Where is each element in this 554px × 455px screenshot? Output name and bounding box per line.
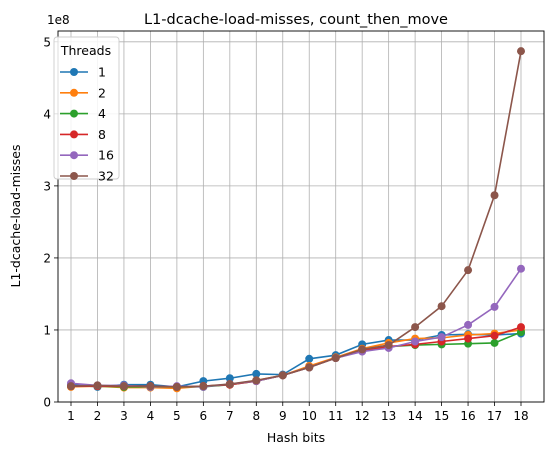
data-point xyxy=(252,369,261,378)
y-tick-label: 0 xyxy=(43,396,51,410)
data-point xyxy=(305,363,314,372)
legend-label: 32 xyxy=(98,169,114,184)
data-point xyxy=(517,47,525,56)
data-point xyxy=(305,354,314,363)
gridlines xyxy=(58,31,544,403)
data-point xyxy=(331,354,340,363)
data-point xyxy=(172,382,181,391)
x-tick-label: 14 xyxy=(407,409,422,423)
y-tick-label: 2 xyxy=(43,251,51,265)
legend: Threads 1 2 4 8 16 32 xyxy=(53,36,120,184)
x-tick-label: 11 xyxy=(328,409,343,423)
data-point xyxy=(67,382,75,391)
legend-swatch-marker xyxy=(70,172,78,180)
series-line xyxy=(70,268,522,388)
x-tick-label: 18 xyxy=(513,409,528,423)
series-line xyxy=(70,329,522,390)
data-point xyxy=(517,323,525,332)
y-tick-label: 3 xyxy=(43,179,51,193)
x-tick-label: 4 xyxy=(147,409,155,423)
series-2 xyxy=(67,325,525,393)
legend-item-8: 8 xyxy=(60,127,106,142)
legend-label: 16 xyxy=(98,148,114,163)
data-point xyxy=(464,266,473,275)
legend-label: 4 xyxy=(98,106,106,121)
data-point xyxy=(464,334,473,343)
data-point xyxy=(490,302,499,311)
data-point xyxy=(437,302,446,311)
data-point xyxy=(490,191,499,200)
series-1 xyxy=(67,329,525,391)
data-point xyxy=(225,379,234,388)
series-line xyxy=(70,51,522,388)
x-tick-label: 9 xyxy=(279,409,287,423)
data-point xyxy=(384,341,393,350)
y-tick-label: 5 xyxy=(43,35,51,49)
data-point xyxy=(437,333,446,342)
legend-item-16: 16 xyxy=(60,148,114,163)
y-multiplier-label: 1e8 xyxy=(47,13,70,27)
series-8 xyxy=(67,323,525,391)
legend-swatch-marker xyxy=(70,109,78,118)
x-tick-label: 8 xyxy=(252,409,260,423)
legend-item-32: 32 xyxy=(60,169,114,184)
series-4 xyxy=(67,328,525,391)
data-point xyxy=(358,345,367,354)
data-point xyxy=(93,381,102,390)
x-tick-label: 2 xyxy=(94,409,102,423)
data-point xyxy=(278,371,287,380)
x-tick-label: 12 xyxy=(355,409,370,423)
data-series xyxy=(67,47,525,393)
plot-frame xyxy=(57,30,545,403)
chart-title: L1-dcache-load-misses, count_then_move xyxy=(144,12,448,28)
x-axis-label: Hash bits xyxy=(267,430,325,445)
x-tick-label: 6 xyxy=(200,409,208,423)
y-tick-label: 1 xyxy=(43,323,51,337)
y-tick-label: 4 xyxy=(43,107,51,121)
x-tick-label: 16 xyxy=(460,409,475,423)
data-point xyxy=(119,382,128,391)
series-32 xyxy=(67,47,525,391)
data-point xyxy=(411,337,420,346)
legend-swatch-marker xyxy=(70,88,78,97)
legend-swatch-marker xyxy=(70,151,78,160)
data-point xyxy=(252,376,261,385)
data-point xyxy=(464,320,473,329)
y-axis-label: L1-dcache-load-misses xyxy=(8,145,23,288)
legend-item-4: 4 xyxy=(60,106,106,121)
x-tick-label: 13 xyxy=(381,409,396,423)
data-point xyxy=(411,323,420,332)
data-point xyxy=(146,382,155,391)
legend-label: 8 xyxy=(98,127,106,142)
legend-item-1: 1 xyxy=(60,65,106,80)
x-tick-label: 7 xyxy=(226,409,234,423)
x-tick-label: 10 xyxy=(302,409,317,423)
x-tick-label: 17 xyxy=(487,409,502,423)
legend-swatch-marker xyxy=(70,130,78,139)
legend-title: Threads xyxy=(60,43,111,58)
data-point xyxy=(199,382,208,391)
series-line xyxy=(70,332,522,388)
x-axis-ticks: 1 2 3 4 5 6 7 8 9 10 11 12 13 14 15 16 17 18 xyxy=(67,402,529,423)
data-point xyxy=(517,264,525,273)
data-point xyxy=(490,338,499,347)
legend-label: 1 xyxy=(98,65,106,80)
x-tick-label: 5 xyxy=(173,409,181,423)
x-tick-label: 15 xyxy=(434,409,449,423)
legend-label: 2 xyxy=(98,85,106,100)
data-point xyxy=(225,374,234,383)
legend-item-2: 2 xyxy=(60,85,106,100)
x-tick-label: 1 xyxy=(67,409,75,423)
x-tick-label: 3 xyxy=(120,409,128,423)
data-point xyxy=(490,331,499,340)
legend-swatch-marker xyxy=(70,68,78,76)
